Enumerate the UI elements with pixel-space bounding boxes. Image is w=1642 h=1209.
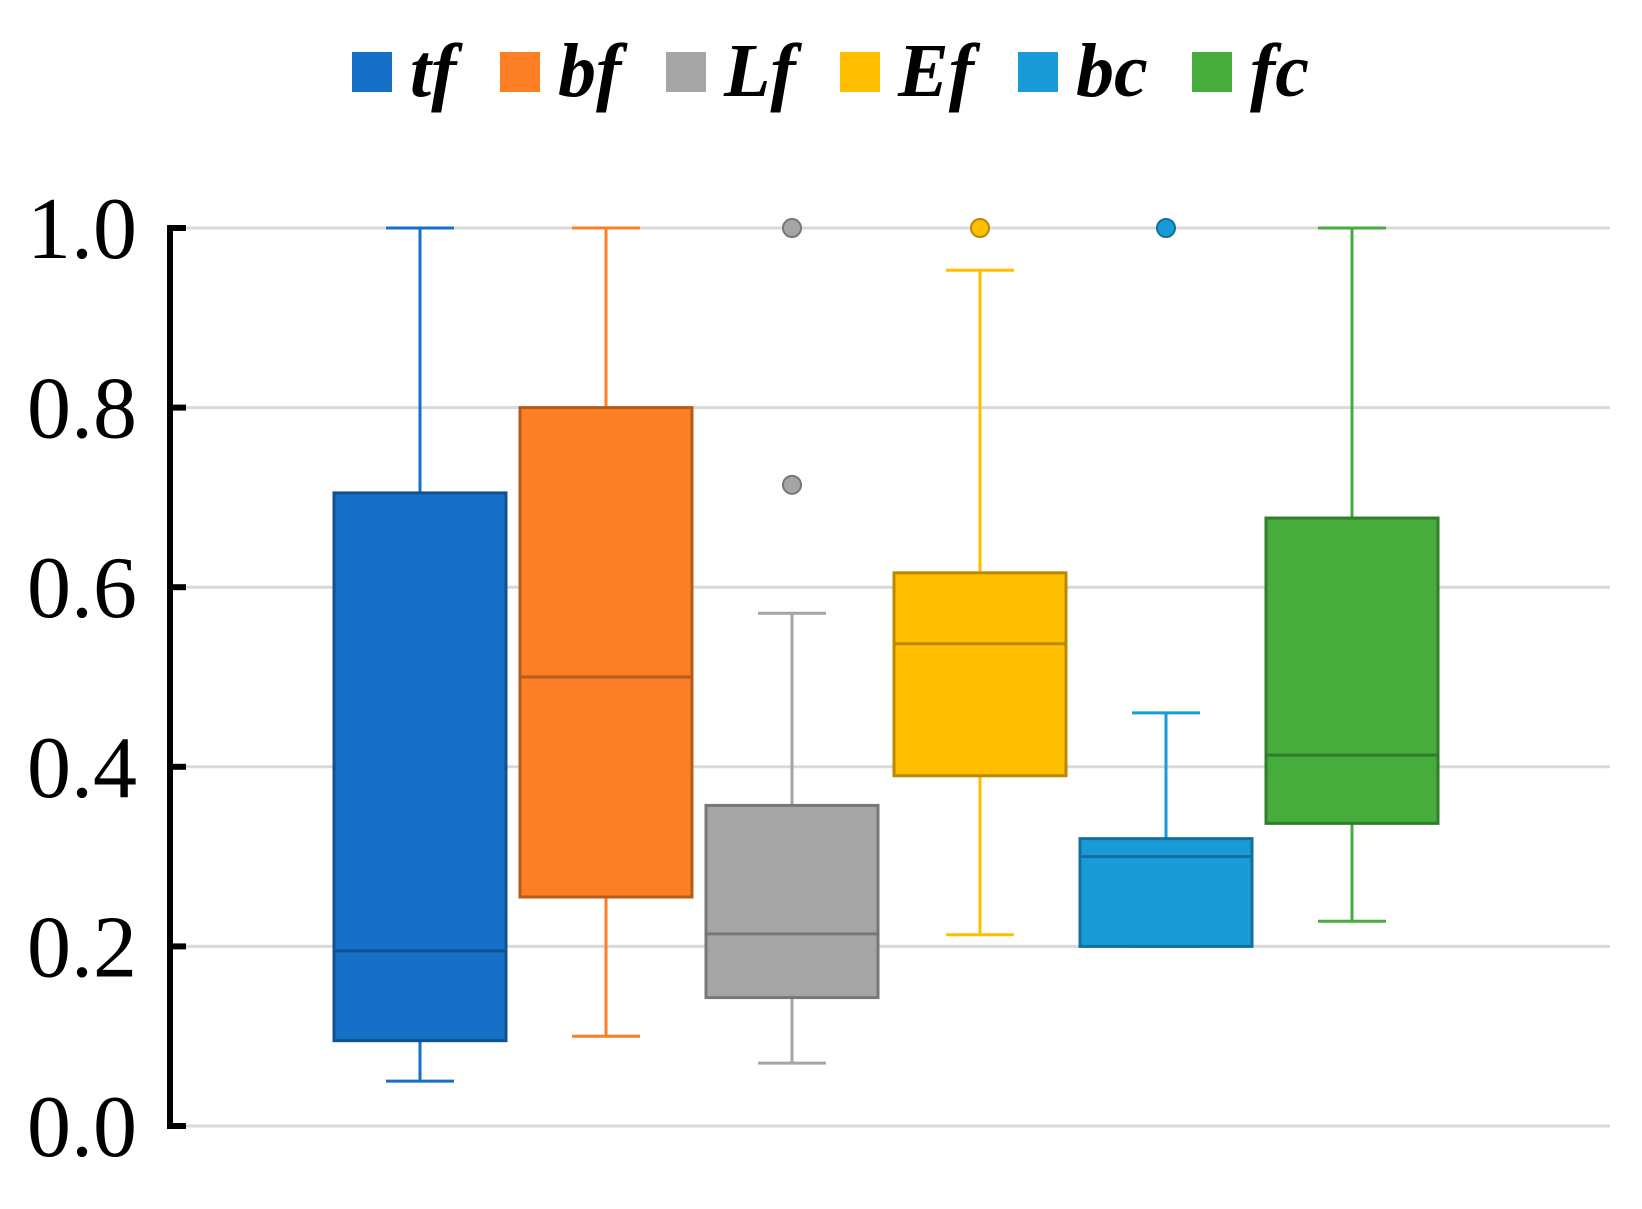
box-Ef	[892, 218, 1068, 937]
outlier-point	[970, 218, 990, 238]
legend-label: Lf	[723, 29, 802, 113]
box-bf	[518, 226, 694, 1038]
legend-swatch	[352, 52, 392, 92]
legend-label: bc	[1076, 29, 1148, 113]
legend-item-bf: bf	[500, 29, 628, 113]
legend-swatch	[840, 52, 880, 92]
box-tf	[332, 226, 508, 1083]
legend-swatch	[500, 52, 540, 92]
iqr-box	[332, 491, 508, 1043]
legend-swatch	[1018, 52, 1058, 92]
iqr-box	[1078, 837, 1254, 948]
iqr-box	[1264, 516, 1440, 825]
legend-label: bf	[558, 29, 628, 113]
outlier-point	[1156, 218, 1176, 238]
box-bc	[1078, 218, 1254, 948]
y-axis: 0.0 0.2 0.4 0.6 0.8 1.0	[27, 181, 186, 1176]
legend-label: tf	[410, 29, 463, 113]
y-tick-label: 1.0	[27, 181, 137, 278]
legend-label: Ef	[897, 29, 981, 113]
box-fc	[1264, 226, 1440, 923]
y-tick-label: 0.6	[27, 540, 137, 637]
iqr-box	[892, 571, 1068, 778]
outlier-point	[782, 218, 802, 238]
legend-item-tf: tf	[352, 29, 463, 113]
legend-label: fc	[1250, 29, 1309, 113]
boxes	[332, 218, 1440, 1083]
y-tick-label: 0.0	[27, 1079, 137, 1176]
legend-item-Lf: Lf	[666, 29, 802, 113]
legend-item-fc: fc	[1192, 29, 1309, 113]
y-tick-label: 0.4	[27, 720, 137, 817]
outlier-point	[782, 474, 802, 495]
iqr-box	[704, 803, 880, 1000]
legend-item-bc: bc	[1018, 29, 1148, 113]
y-tick-label: 0.2	[27, 899, 137, 996]
legend-item-Ef: Ef	[840, 29, 981, 113]
iqr-box	[518, 406, 694, 899]
box-Lf	[704, 218, 880, 1065]
legend: tf bf Lf Ef bc fc	[352, 29, 1309, 113]
y-tick-label: 0.8	[27, 361, 137, 458]
legend-swatch	[1192, 52, 1232, 92]
legend-swatch	[666, 52, 706, 92]
